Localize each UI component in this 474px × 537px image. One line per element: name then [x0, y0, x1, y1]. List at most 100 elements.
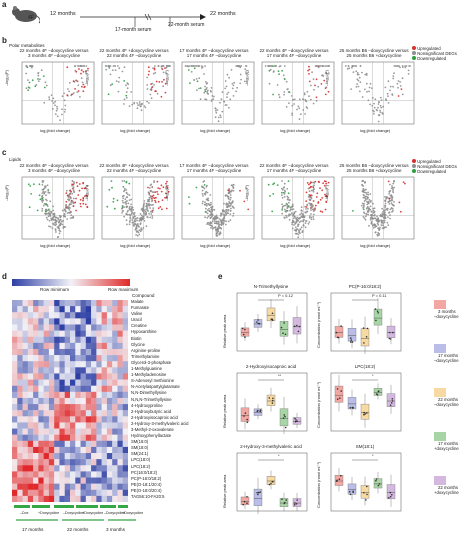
heatmap-cell — [48, 373, 55, 380]
volcano-point — [159, 187, 161, 190]
volcano-point — [383, 215, 386, 217]
volcano-point — [55, 223, 58, 226]
volcano-point — [382, 222, 384, 224]
volcano-point — [291, 114, 293, 116]
heatmap-cell — [91, 361, 97, 368]
volcano-xlabel: log₂(fold change) — [120, 128, 151, 133]
heatmap-cell — [117, 404, 123, 411]
heatmap-cell — [48, 434, 55, 441]
volcano-point — [156, 190, 158, 193]
volcano-point — [66, 205, 68, 208]
legend-label-line1: 17 months — [438, 441, 459, 446]
heatmap-cell — [85, 489, 92, 497]
legend-swatch — [434, 344, 446, 353]
box-point — [246, 496, 248, 498]
volcano-title: 22 months 4F –doxycycline versus — [19, 48, 89, 53]
volcano-point — [46, 205, 49, 207]
heatmap-cell — [33, 330, 39, 337]
box-point — [271, 318, 274, 321]
volcano-point — [123, 215, 125, 218]
volcano-point — [58, 219, 61, 222]
volcano-point — [105, 68, 108, 71]
volcano-point — [384, 202, 387, 205]
volcano-point — [216, 217, 219, 219]
heatmap-cell — [91, 495, 97, 502]
volcano-point — [130, 91, 133, 93]
volcano-point — [372, 224, 374, 226]
volcano-point — [46, 218, 49, 221]
volcano-point — [404, 65, 406, 67]
volcano-point — [198, 87, 200, 90]
volcano-point — [281, 203, 283, 206]
heatmap-cell — [64, 422, 71, 429]
volcano-point — [392, 75, 395, 77]
box-point — [295, 503, 298, 505]
heatmap-cell — [38, 379, 44, 386]
heatmap-cell — [17, 342, 23, 350]
volcano-point — [312, 189, 314, 192]
volcano-point — [144, 210, 147, 213]
volcano-point — [81, 81, 84, 84]
volcano-point — [219, 114, 222, 117]
heatmap-cell — [70, 404, 76, 411]
volcano-point — [37, 80, 40, 82]
heatmap-cell — [38, 434, 44, 441]
heatmap-cell — [96, 336, 102, 344]
heatmap-cell — [48, 404, 55, 411]
volcano-point — [378, 101, 380, 103]
volcano-point — [115, 80, 118, 82]
volcano-point — [229, 196, 232, 199]
heatmap-cell — [43, 489, 50, 497]
heatmap-cell — [12, 404, 18, 411]
volcano-ylabel: –log₁₀(P) — [324, 70, 329, 86]
heatmap-cell — [80, 330, 87, 337]
volcano-point — [291, 212, 293, 215]
box-point — [283, 414, 285, 416]
volcano-point — [348, 67, 351, 70]
volcano-point — [137, 224, 139, 227]
heatmap-cell — [38, 318, 44, 325]
heatmap-cell — [91, 312, 97, 319]
heatmap-cell — [122, 300, 128, 307]
volcano-point — [288, 201, 290, 204]
legend-swatch — [434, 432, 446, 441]
heatmap-cell — [12, 367, 18, 374]
box-point — [391, 400, 394, 402]
volcano-point — [298, 221, 301, 224]
heatmap-cell — [59, 324, 65, 331]
volcano-point — [327, 181, 330, 184]
heatmap-cell — [12, 416, 18, 423]
volcano-point — [291, 208, 293, 211]
heatmap-cell — [117, 465, 123, 472]
volcano-title: 25 months B6 –doxycycline versus — [339, 163, 409, 168]
volcano-point — [312, 204, 314, 207]
heatmap-cell — [85, 355, 92, 362]
heatmap-cell — [122, 434, 128, 441]
heatmap-cell — [96, 446, 102, 454]
volcano-point — [38, 194, 41, 197]
heatmap-cell — [75, 373, 81, 380]
heatmap-cell — [43, 367, 50, 374]
heatmap-cell — [96, 306, 102, 313]
heatmap-cell — [48, 453, 55, 460]
box-point — [257, 319, 259, 321]
volcano-point — [43, 192, 46, 195]
box — [373, 478, 383, 489]
heatmap-cell — [85, 416, 92, 423]
volcano-point — [207, 203, 209, 205]
volcano-point — [308, 187, 311, 189]
volcano-point — [130, 208, 133, 211]
volcano-point — [137, 231, 139, 233]
heatmap-cell — [64, 306, 71, 313]
heatmap-cell — [91, 477, 97, 484]
heatmap-cell — [64, 379, 71, 386]
heatmap-cell — [117, 348, 123, 356]
volcano-point — [73, 182, 75, 185]
heatmap-cell — [117, 336, 123, 344]
volcano-point — [307, 187, 310, 190]
heatmap-cell — [101, 453, 108, 460]
volcano-point — [45, 84, 48, 87]
heatmap-cell — [112, 367, 118, 374]
volcano-point — [305, 206, 308, 208]
volcano-point — [404, 182, 406, 185]
